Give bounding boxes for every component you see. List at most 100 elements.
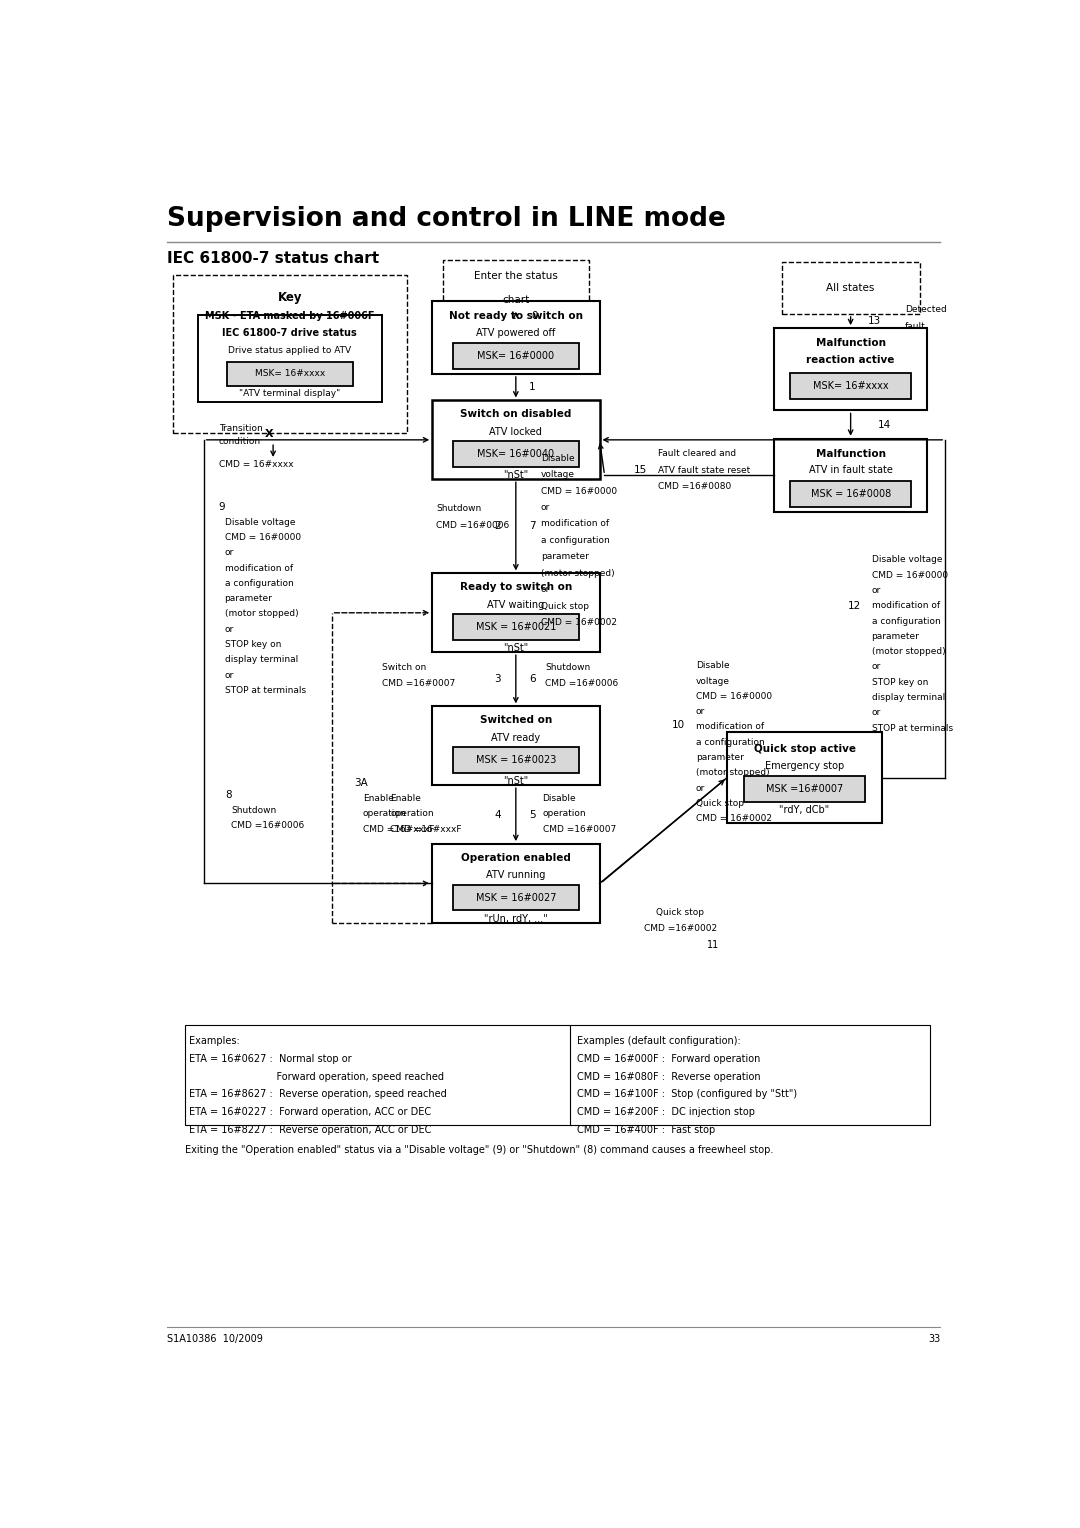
- Text: a configuration: a configuration: [541, 536, 610, 545]
- Text: Quick stop: Quick stop: [696, 799, 744, 808]
- Text: or: or: [541, 503, 550, 512]
- Text: STOP at terminals: STOP at terminals: [225, 686, 306, 695]
- Text: (motor stopped): (motor stopped): [225, 610, 298, 619]
- Bar: [432, 706, 599, 785]
- Bar: [227, 362, 352, 385]
- Bar: [454, 747, 579, 773]
- Text: ATV locked: ATV locked: [489, 426, 542, 437]
- Text: Switch on: Switch on: [382, 663, 427, 672]
- Text: Malfunction: Malfunction: [815, 338, 886, 348]
- Text: MSK= 16#0000: MSK= 16#0000: [477, 351, 554, 361]
- Text: a configuration: a configuration: [696, 738, 765, 747]
- Bar: [454, 442, 579, 468]
- Text: "rUn, rdY, ...": "rUn, rdY, ...": [484, 914, 548, 924]
- Text: Malfunction: Malfunction: [815, 449, 886, 458]
- Text: ETA = 16#0627 :  Normal stop or: ETA = 16#0627 : Normal stop or: [189, 1054, 352, 1063]
- Text: STOP key on: STOP key on: [225, 640, 281, 649]
- Text: CMD =16#0006: CMD =16#0006: [545, 680, 619, 689]
- Text: Key: Key: [278, 290, 302, 304]
- Text: CMD = 16#080F :  Reverse operation: CMD = 16#080F : Reverse operation: [577, 1071, 760, 1082]
- Text: Emergency stop: Emergency stop: [765, 761, 845, 770]
- Bar: [744, 776, 865, 802]
- Text: CMD =16#0080: CMD =16#0080: [658, 483, 731, 492]
- Text: MSK = 16#0008: MSK = 16#0008: [810, 489, 891, 500]
- Bar: [454, 344, 579, 370]
- Text: 11: 11: [707, 940, 719, 949]
- Text: CMD = 16#0000: CMD = 16#0000: [696, 692, 772, 701]
- Text: X: X: [265, 429, 273, 439]
- Text: parameter: parameter: [696, 753, 744, 762]
- Text: modification of: modification of: [696, 723, 764, 732]
- Text: ETA = 16#0227 :  Forward operation, ACC or DEC: ETA = 16#0227 : Forward operation, ACC o…: [189, 1106, 432, 1117]
- Text: CMD = 16#000F :  Forward operation: CMD = 16#000F : Forward operation: [577, 1054, 760, 1063]
- Bar: [186, 1025, 930, 1125]
- Text: Forward operation, speed reached: Forward operation, speed reached: [189, 1071, 444, 1082]
- Text: or: or: [696, 784, 705, 793]
- Text: CMD =16#0007: CMD =16#0007: [382, 680, 455, 689]
- Text: modification of: modification of: [225, 564, 293, 573]
- Text: or: or: [225, 671, 233, 680]
- Text: "nSt": "nSt": [503, 471, 528, 480]
- Text: Enter the status: Enter the status: [474, 272, 557, 281]
- Text: CMD =16#0006: CMD =16#0006: [231, 821, 305, 830]
- Text: display terminal: display terminal: [225, 656, 298, 665]
- Text: a configuration: a configuration: [225, 579, 294, 588]
- Text: "ATV terminal display": "ATV terminal display": [240, 390, 340, 399]
- Bar: [454, 885, 579, 911]
- Text: Quick stop active: Quick stop active: [754, 744, 855, 755]
- Text: (motor stopped): (motor stopped): [696, 769, 769, 778]
- Text: reaction active: reaction active: [807, 354, 895, 365]
- Text: or: or: [872, 585, 881, 594]
- Text: Examples (default configuration):: Examples (default configuration):: [577, 1036, 741, 1047]
- Text: or: or: [872, 709, 881, 717]
- Text: Disable: Disable: [696, 662, 729, 671]
- Text: parameter: parameter: [225, 594, 272, 604]
- Text: CMD = 16#400F :  Fast stop: CMD = 16#400F : Fast stop: [577, 1125, 715, 1135]
- Text: CMD = 16#xxxx: CMD = 16#xxxx: [218, 460, 294, 469]
- Text: 14: 14: [877, 420, 891, 429]
- Text: 4: 4: [495, 810, 501, 819]
- Text: Switched on: Switched on: [480, 715, 552, 724]
- Text: CMD = 16#200F :  DC injection stop: CMD = 16#200F : DC injection stop: [577, 1106, 755, 1117]
- Text: Transition: Transition: [218, 423, 262, 432]
- Text: STOP at terminals: STOP at terminals: [872, 724, 953, 732]
- Text: CMD = 16#0002: CMD = 16#0002: [696, 814, 772, 824]
- Text: or: or: [696, 707, 705, 717]
- Text: ATV powered off: ATV powered off: [476, 329, 555, 338]
- Bar: [782, 263, 920, 313]
- Text: Quick stop: Quick stop: [541, 602, 589, 611]
- Text: Drive status applied to ATV: Drive status applied to ATV: [228, 345, 351, 354]
- Text: MSK =16#0007: MSK =16#0007: [766, 784, 843, 795]
- Text: Disable: Disable: [542, 793, 577, 802]
- Text: Quick stop: Quick stop: [656, 908, 704, 917]
- Text: operation: operation: [363, 810, 406, 819]
- Text: 33: 33: [928, 1334, 941, 1343]
- Text: voltage: voltage: [696, 677, 730, 686]
- Text: or: or: [541, 585, 550, 594]
- Text: display terminal: display terminal: [872, 694, 945, 701]
- Text: IEC 61800-7 drive status: IEC 61800-7 drive status: [222, 329, 357, 338]
- Text: 5: 5: [529, 810, 536, 819]
- Text: Shutdown: Shutdown: [436, 504, 482, 513]
- Text: CMD = 16#0000: CMD = 16#0000: [541, 486, 617, 495]
- Text: or: or: [872, 663, 881, 671]
- Bar: [198, 315, 382, 402]
- Text: Shutdown: Shutdown: [231, 805, 276, 814]
- Text: ATV waiting: ATV waiting: [487, 599, 544, 610]
- Bar: [432, 843, 599, 923]
- Text: MSK = 16#0021: MSK = 16#0021: [475, 622, 556, 633]
- Text: CMD =16#0007: CMD =16#0007: [542, 825, 616, 834]
- Text: a configuration: a configuration: [872, 616, 941, 625]
- Text: Enable: Enable: [390, 793, 421, 802]
- Text: ETA = 16#8227 :  Reverse operation, ACC or DEC: ETA = 16#8227 : Reverse operation, ACC o…: [189, 1125, 432, 1135]
- Text: (motor stopped): (motor stopped): [872, 648, 945, 656]
- Text: 7: 7: [529, 521, 536, 532]
- Text: MSK= 16#xxxx: MSK= 16#xxxx: [813, 380, 889, 391]
- Text: STOP key on: STOP key on: [872, 678, 928, 686]
- Text: fault: fault: [905, 322, 926, 332]
- Text: "nSt": "nSt": [503, 776, 528, 785]
- Text: Examples:: Examples:: [189, 1036, 240, 1047]
- Text: Disable voltage: Disable voltage: [872, 555, 942, 564]
- Text: ATV ready: ATV ready: [491, 732, 540, 743]
- Text: 9: 9: [218, 501, 226, 512]
